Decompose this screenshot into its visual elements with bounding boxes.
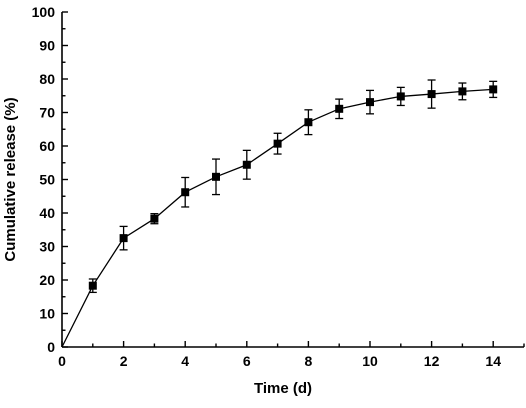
x-tick-label: 14 [485,353,501,369]
y-tick-label: 90 [39,38,55,54]
data-point [212,172,220,181]
data-point [427,90,436,99]
data-point [181,188,190,197]
data-point [273,139,282,148]
y-tick-label: 20 [39,272,55,288]
data-point [366,98,374,107]
series-line [61,88,494,348]
x-tick-label: 8 [305,353,313,369]
data-point [335,104,344,113]
axes [61,12,524,348]
y-tick-label: 40 [39,205,55,221]
x-tick-label: 12 [424,353,440,369]
y-axis-title: Cumulative release (%) [2,97,19,261]
data-point [458,87,467,96]
x-axis-title: Time (d) [254,380,312,397]
data-point [88,281,97,290]
y-tick-label: 30 [39,239,55,255]
y-tick-label: 60 [39,138,55,154]
x-tick-label: 10 [362,353,378,369]
tick-labels: 0 2 4 6 8 10 12 14 0 10 20 30 40 50 60 70 80 90 100 [32,4,502,369]
y-tick-label: 100 [32,4,56,20]
data-point [242,160,251,169]
series [61,79,498,348]
y-tick-label: 50 [39,172,55,188]
x-tick-label: 6 [243,353,251,369]
data-point [119,234,128,243]
y-tick-label: 10 [39,306,55,322]
x-tick-label: 2 [120,353,128,369]
data-point [150,214,159,223]
data-point [304,118,313,127]
y-tick-label: 70 [39,105,55,121]
data-point [396,92,405,101]
x-tick-label: 4 [181,353,189,369]
x-tick-label: 0 [58,353,66,369]
y-tick-label: 0 [47,339,55,355]
ticks [61,11,525,348]
y-tick-label: 80 [39,71,55,87]
data-point [489,85,498,94]
